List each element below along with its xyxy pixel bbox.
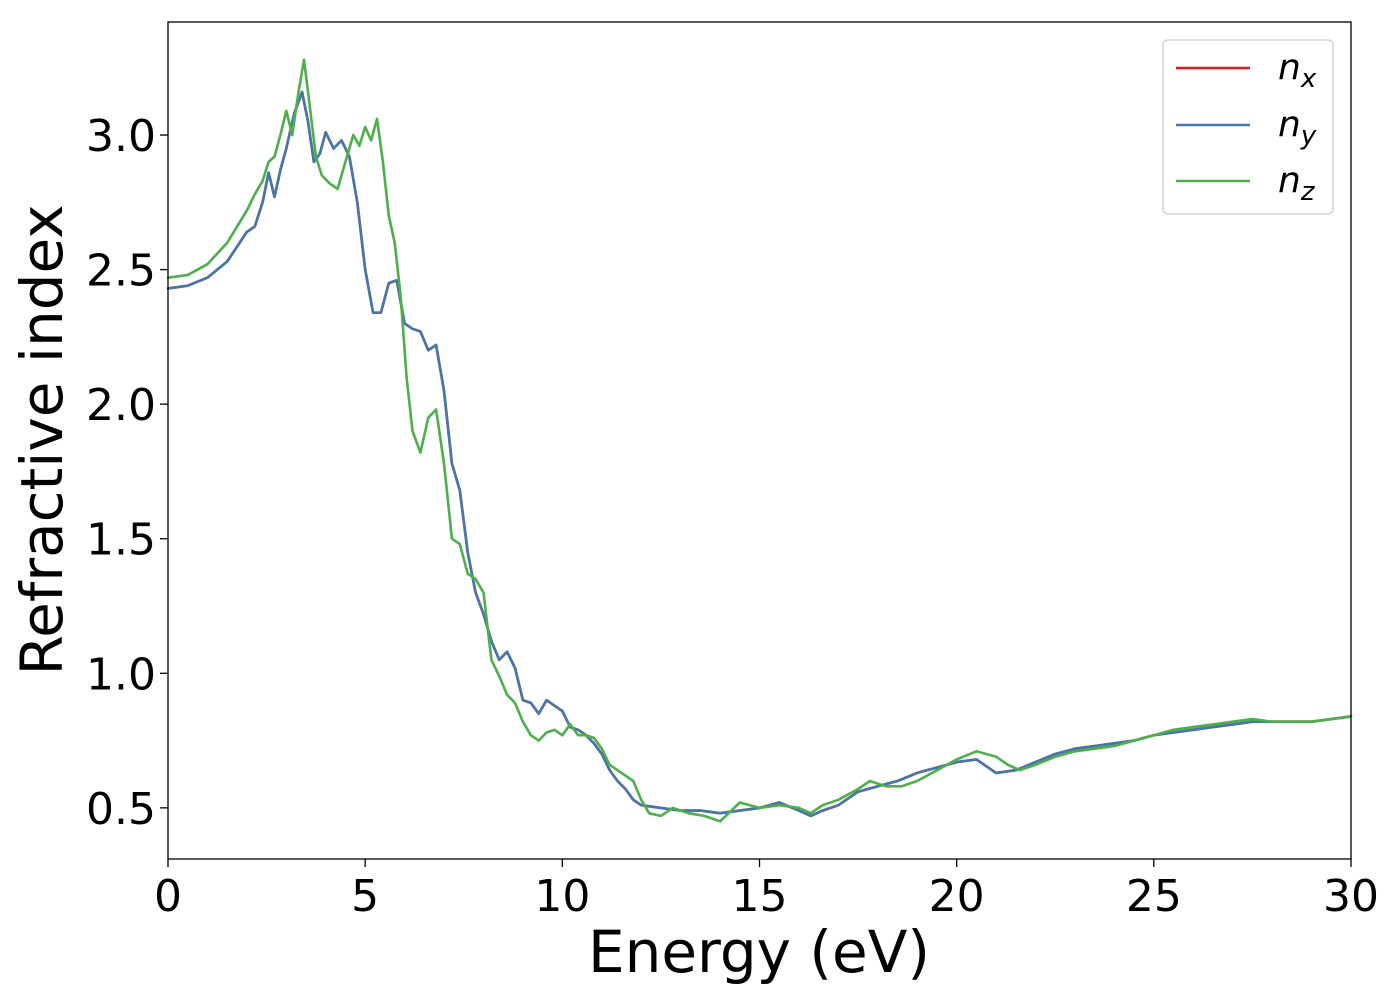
- x-tick-label: 10: [534, 871, 590, 922]
- legend-label-base: n: [1278, 104, 1301, 145]
- y-axis-ticks: 0.5 1.0 1.5 2.0 2.5 3.0: [86, 111, 168, 835]
- y-tick-label: 2.0: [86, 380, 156, 431]
- x-axis-title: Energy (eV): [588, 918, 930, 986]
- legend-label-subscript: x: [1300, 64, 1317, 94]
- x-tick-label: 30: [1323, 871, 1379, 922]
- series-lines: [166, 58, 1353, 823]
- x-axis-ticks: 0 5 10 15 20 25 30: [154, 859, 1379, 922]
- legend-frame: [1162, 39, 1334, 215]
- y-tick-label: 2.5: [86, 246, 156, 297]
- y-tick-label: 1.5: [86, 515, 156, 566]
- y-tick-label: 1.0: [86, 649, 156, 700]
- series-line-ny: [166, 90, 1353, 818]
- x-tick-label: 0: [154, 871, 182, 922]
- legend-label-ny: ny: [1278, 104, 1317, 151]
- legend-label-nz: nz: [1278, 160, 1316, 207]
- y-tick-label: 3.0: [86, 111, 156, 162]
- legend-label-subscript: y: [1300, 121, 1317, 151]
- legend-label-nx: nx: [1278, 47, 1317, 94]
- x-tick-label: 5: [351, 871, 379, 922]
- y-axis-title: Refractive index: [8, 204, 76, 675]
- y-tick-label: 0.5: [86, 784, 156, 835]
- legend-label-base: n: [1278, 47, 1301, 88]
- x-tick-label: 25: [1126, 871, 1182, 922]
- series-line-nz: [166, 58, 1353, 823]
- x-tick-label: 15: [732, 871, 788, 922]
- x-tick-label: 20: [929, 871, 985, 922]
- plot-background: [168, 22, 1351, 859]
- legend-label-subscript: z: [1300, 177, 1316, 207]
- legend-label-base: n: [1278, 160, 1301, 201]
